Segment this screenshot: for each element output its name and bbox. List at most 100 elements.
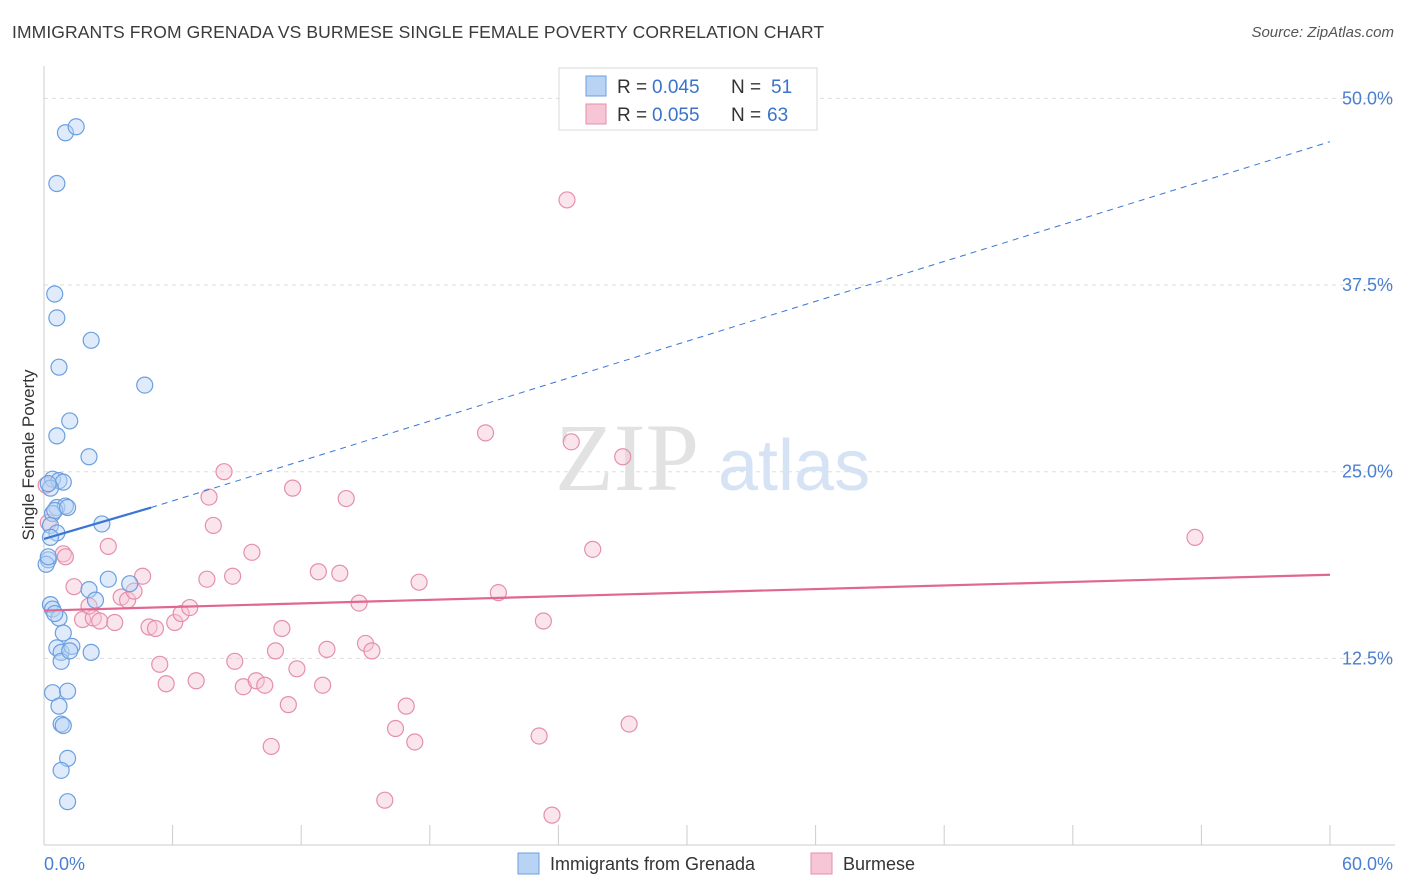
burmese-point — [99, 537, 117, 555]
burmese-point — [318, 640, 336, 658]
grenada-point — [41, 595, 60, 614]
burmese-point — [530, 727, 548, 745]
burmese-point — [243, 543, 261, 561]
y-tick-label-0: 12.5% — [1342, 648, 1393, 668]
burmese-point — [476, 424, 495, 442]
bottom-legend-swatch-burmese — [810, 852, 833, 875]
burmese-point — [410, 573, 428, 591]
grenada-point — [80, 581, 98, 599]
legend-r-label-2: R = — [617, 105, 647, 126]
grenada-point — [86, 591, 105, 609]
grenada-point — [39, 548, 57, 566]
grenada-point — [48, 309, 66, 327]
grenada-point — [52, 761, 70, 779]
y-axis-title: Single Female Poverty — [19, 369, 38, 541]
burmese-point — [187, 672, 205, 690]
grenada-point — [54, 716, 72, 735]
grid-lines — [44, 97, 1395, 659]
legend-swatch-burmese — [585, 103, 607, 125]
grenada-point — [48, 427, 66, 445]
burmese-trend-line — [43, 573, 1331, 612]
x-tick-label-max: 60.0% — [1342, 854, 1393, 874]
grenada-point — [46, 285, 64, 303]
grenada-point — [48, 174, 66, 193]
grenada-point — [58, 793, 77, 811]
source-label: Source: ZipAtlas.com — [1251, 24, 1394, 41]
burmese-point — [106, 613, 124, 632]
grenada-point — [50, 358, 68, 376]
chart-title: IMMIGRANTS FROM GRENADA VS BURMESE SINGL… — [12, 22, 825, 42]
burmese-point — [200, 488, 218, 506]
grenada-point — [41, 479, 60, 497]
burmese-point — [133, 567, 152, 585]
burmese-point — [273, 619, 291, 638]
burmese-point — [266, 642, 285, 660]
legend-n-value-2: 63 — [767, 105, 788, 126]
burmese-point — [279, 696, 297, 714]
grenada-trend-dashed — [151, 141, 1331, 509]
burmese-point — [314, 676, 332, 694]
burmese-point — [584, 540, 602, 558]
burmese-point — [406, 733, 424, 751]
burmese-point — [204, 516, 222, 535]
burmese-point — [534, 612, 552, 630]
grenada-point — [99, 570, 117, 588]
grenada-point — [80, 448, 98, 466]
burmese-point — [247, 672, 265, 690]
burmese-point — [620, 715, 638, 733]
grenada-point — [58, 682, 77, 700]
y-tick-label-1: 25.0% — [1342, 462, 1393, 482]
burmese-point — [157, 675, 175, 693]
x-tick-label-min: 0.0% — [44, 854, 85, 874]
grenada-point — [46, 604, 64, 623]
burmese-point — [215, 463, 233, 481]
grenada-point — [82, 643, 100, 661]
grenada-point — [61, 412, 79, 430]
burmese-point — [151, 655, 169, 673]
legend-n-label-2: N = — [731, 105, 761, 126]
series-grenada-points — [37, 118, 154, 811]
grenada-point — [121, 575, 139, 593]
burmese-point — [558, 191, 576, 209]
legend-r-value-2: 0.055 — [652, 105, 700, 126]
trend-lines — [43, 141, 1331, 612]
burmese-point — [224, 567, 242, 585]
watermark-atlas: atlas — [718, 426, 870, 506]
bottom-legend-label-burmese: Burmese — [843, 854, 915, 874]
legend-r-label-1: R = — [617, 77, 647, 98]
axes — [43, 66, 1395, 846]
grenada-point — [46, 501, 64, 520]
burmese-point — [198, 570, 216, 588]
grenada-point — [52, 643, 70, 661]
burmese-point — [288, 660, 306, 678]
bottom-legend-swatch-grenada — [517, 852, 540, 875]
grenada-point — [82, 331, 100, 349]
grenada-point — [54, 624, 72, 642]
burmese-point — [1186, 528, 1204, 547]
legend-swatch-grenada — [585, 75, 607, 97]
grenada-point — [67, 118, 85, 136]
legend-r-value-1: 0.045 — [652, 77, 700, 98]
grenada-point — [136, 376, 154, 394]
burmese-point — [262, 737, 280, 756]
burmese-point — [376, 791, 394, 809]
series-burmese-points — [37, 191, 1204, 824]
grenada-point — [50, 697, 68, 715]
burmese-point — [489, 584, 507, 602]
burmese-point — [562, 433, 580, 451]
grenada-point — [61, 642, 79, 660]
burmese-point — [256, 676, 274, 694]
burmese-point — [614, 448, 632, 466]
burmese-point — [91, 612, 109, 630]
burmese-point — [146, 619, 165, 638]
burmese-point — [226, 652, 244, 670]
burmese-point — [363, 642, 381, 660]
grenada-point — [63, 637, 81, 656]
watermark-zip: ZIP — [555, 404, 699, 511]
bottom-legend-label-grenada: Immigrants from Grenada — [550, 854, 756, 874]
legend-n-label-1: N = — [731, 77, 761, 98]
burmese-point — [309, 563, 327, 581]
grenada-trend-line — [43, 506, 152, 540]
burmese-point — [331, 564, 349, 582]
